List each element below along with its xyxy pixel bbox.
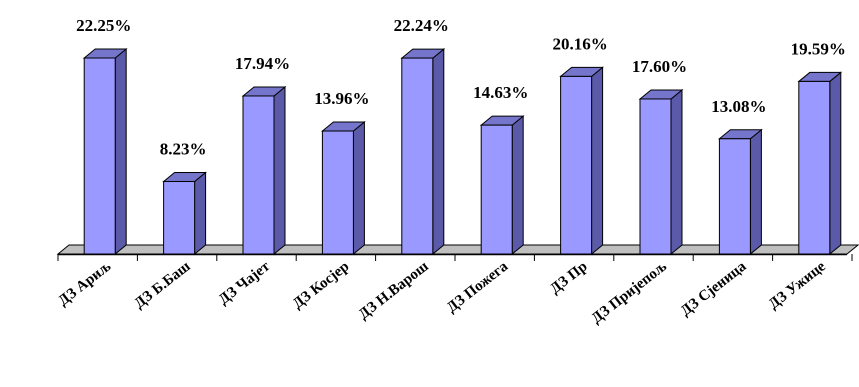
bar-front xyxy=(321,130,354,255)
bar-front xyxy=(798,80,831,255)
bars-group xyxy=(82,47,843,256)
data-label: 17.60% xyxy=(632,57,687,76)
bar xyxy=(241,85,287,256)
data-labels-group: 22.25% 8.23% 17.94% 13.96% 22.24% 14.63% 20.16… xyxy=(76,16,846,159)
bar-side xyxy=(670,88,683,256)
bar-front xyxy=(163,181,196,255)
bar-side xyxy=(511,115,524,256)
bar-side xyxy=(273,85,286,256)
bar xyxy=(162,171,208,256)
data-label: 13.96% xyxy=(314,89,369,108)
bar-front xyxy=(639,98,672,255)
data-label: 13.08% xyxy=(711,97,766,116)
bar-side xyxy=(749,128,762,256)
category-label: ДЗ Ариљ xyxy=(56,258,115,309)
data-label: 14.63% xyxy=(473,83,528,102)
data-label: 22.24% xyxy=(394,16,449,35)
bar-front xyxy=(718,138,751,255)
category-label: ДЗ Косјер xyxy=(290,259,352,313)
data-label: 22.25% xyxy=(76,16,131,35)
data-label: 19.59% xyxy=(791,39,846,58)
bar xyxy=(638,88,684,256)
bar-side xyxy=(194,171,207,256)
category-label: ДЗ Пр xyxy=(547,259,590,298)
bar-side xyxy=(352,120,365,256)
bar-front xyxy=(480,124,513,255)
bar xyxy=(797,71,843,256)
category-labels-group: ДЗ Ариљ ДЗ Б.Баш ДЗ Чајет ДЗ Косјер ДЗ Н.Вар… xyxy=(56,258,829,327)
bar xyxy=(717,128,763,256)
data-label: 17.94% xyxy=(235,54,290,73)
bar-front xyxy=(560,75,593,255)
bar-front xyxy=(83,57,116,255)
bar-side xyxy=(114,47,127,256)
category-label: ДЗ Н.Варош xyxy=(356,258,432,322)
bar-front xyxy=(242,95,275,255)
bar xyxy=(479,115,525,256)
category-label: ДЗ Б.Баш xyxy=(132,258,194,312)
category-label: ДЗ Чајет xyxy=(216,258,274,308)
x-axis xyxy=(57,254,853,261)
bar xyxy=(400,48,446,256)
category-label: ДЗ Пријепољ xyxy=(589,258,670,327)
category-label: ДЗ Пожега xyxy=(444,258,512,316)
bar-side xyxy=(591,66,604,256)
data-label: 20.16% xyxy=(552,34,607,53)
bar xyxy=(559,66,605,256)
category-label: ДЗ Ужице xyxy=(766,258,829,312)
bar xyxy=(320,120,366,256)
bar-side xyxy=(829,71,842,256)
bar-front xyxy=(401,57,434,255)
bar-side xyxy=(432,48,445,256)
bar xyxy=(82,47,128,256)
category-label: ДЗ Сјеница xyxy=(678,258,750,319)
data-label: 8.23% xyxy=(160,140,207,159)
